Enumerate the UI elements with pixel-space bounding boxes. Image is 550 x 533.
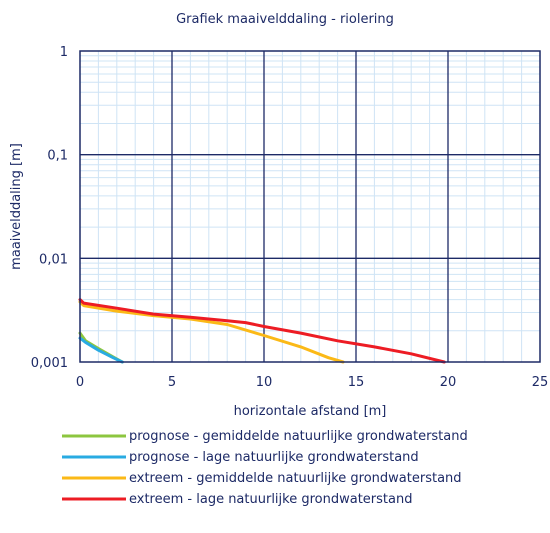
series-layer (78, 298, 446, 364)
minor-grid (80, 51, 540, 362)
legend: prognose - gemiddelde natuurlijke grondw… (62, 429, 468, 507)
y-tick-labels: 0,001 0,01 0,1 1 (31, 45, 68, 371)
y-axis-label: maaivelddaling [m] (9, 143, 24, 270)
chart-title: Grafiek maaivelddaling - riolering (176, 12, 394, 27)
legend-label: extreem - gemiddelde natuurlijke grondwa… (129, 471, 462, 486)
legend-label: prognose - lage natuurlijke grondwaterst… (129, 450, 419, 465)
x-tick-labels: 0 5 10 15 20 25 (76, 375, 548, 390)
series-line-3 (78, 300, 345, 364)
y-tick-label: 0,001 (31, 356, 68, 371)
x-tick-label: 10 (256, 375, 273, 390)
y-tick-label: 0,1 (47, 149, 68, 164)
x-tick-label: 20 (440, 375, 457, 390)
x-tick-label: 0 (76, 375, 84, 390)
x-tick-label: 25 (532, 375, 549, 390)
x-tick-label: 5 (168, 375, 176, 390)
series-line-4 (78, 298, 446, 364)
x-axis-label: horizontale afstand [m] (234, 404, 387, 419)
series-line-2 (78, 336, 124, 364)
major-grid (80, 51, 540, 362)
y-tick-label: 1 (60, 45, 68, 60)
plot-frame (79, 50, 541, 363)
x-tick-label: 15 (348, 375, 365, 390)
legend-label: extreem - lage natuurlijke grondwatersta… (129, 492, 412, 507)
legend-label: prognose - gemiddelde natuurlijke grondw… (129, 429, 468, 444)
y-tick-label: 0,01 (39, 252, 68, 267)
